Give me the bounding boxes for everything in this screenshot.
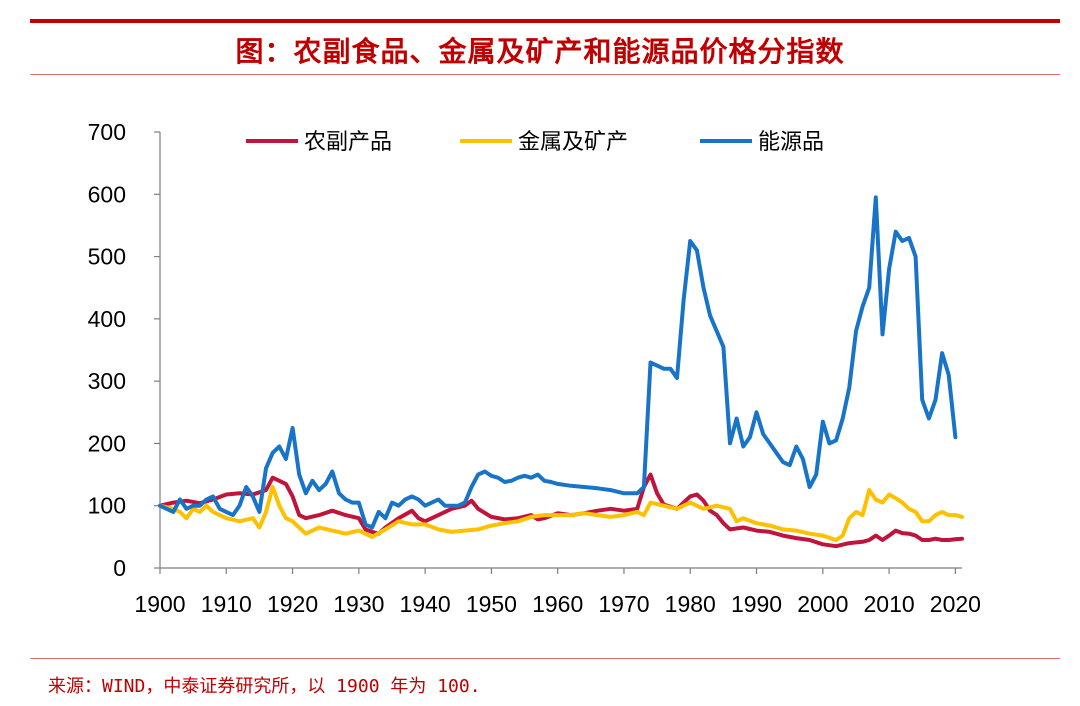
x-tick-label: 1970 bbox=[598, 591, 649, 617]
y-tick-label: 700 bbox=[88, 119, 126, 145]
x-tick-label: 1990 bbox=[731, 591, 782, 617]
page-title: 图：农副食品、金属及矿产和能源品价格分指数 bbox=[235, 35, 845, 68]
x-tick-label: 1950 bbox=[466, 591, 517, 617]
y-tick-label: 0 bbox=[113, 555, 126, 581]
x-tick-label: 1960 bbox=[532, 591, 583, 617]
title-rule-top bbox=[30, 19, 1060, 23]
x-tick-label: 2000 bbox=[797, 591, 848, 617]
y-tick-label: 400 bbox=[88, 306, 126, 332]
title-rule-bottom bbox=[30, 74, 1060, 75]
legend-label-1: 金属及矿产 bbox=[518, 130, 628, 155]
y-tick-label: 200 bbox=[88, 430, 126, 456]
source-note: 来源：WIND，中泰证券研究所，以 1900 年为 100. bbox=[48, 676, 481, 697]
x-tick-label: 1920 bbox=[267, 591, 318, 617]
series-line-0 bbox=[158, 472, 964, 549]
x-tick-label: 1930 bbox=[333, 591, 384, 617]
y-tick-label: 100 bbox=[88, 493, 126, 519]
x-tick-label: 2010 bbox=[864, 591, 915, 617]
series-line-1 bbox=[158, 485, 964, 542]
legend-label-0: 农副产品 bbox=[304, 130, 392, 155]
legend-label-2: 能源品 bbox=[758, 130, 824, 155]
y-tick-label: 300 bbox=[88, 368, 126, 394]
y-tick-label: 500 bbox=[88, 244, 126, 270]
source-rule bbox=[30, 658, 1060, 659]
chart-axes: 0 100 200 300 400 500 600 700 1900 1910 1920 1930 19… bbox=[88, 119, 981, 617]
x-tick-label: 1980 bbox=[665, 591, 716, 617]
y-tick-label: 600 bbox=[88, 181, 126, 207]
series-line-2 bbox=[158, 195, 958, 530]
x-tick-label: 1910 bbox=[201, 591, 252, 617]
x-tick-label: 2020 bbox=[930, 591, 981, 617]
x-tick-label: 1900 bbox=[134, 591, 185, 617]
x-tick-label: 1940 bbox=[400, 591, 451, 617]
chart-legend: 农副产品 金属及矿产 能源品 bbox=[246, 130, 824, 155]
chart-lines bbox=[158, 195, 964, 549]
